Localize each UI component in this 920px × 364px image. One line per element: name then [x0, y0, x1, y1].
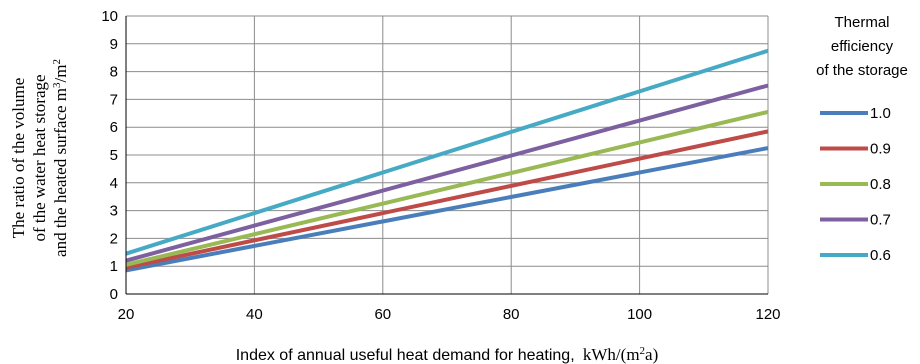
- y-tick-label: 2: [110, 230, 118, 247]
- legend-title-line3: of the storage: [816, 62, 908, 79]
- y-axis-label-line1: The ratio of the volume: [9, 78, 28, 239]
- legend-label-0.9: 0.9: [870, 141, 891, 158]
- y-tick-label: 10: [101, 8, 118, 25]
- y-tick-label: 7: [110, 91, 118, 108]
- legend-title-line1: Thermal: [834, 14, 889, 31]
- x-tick-label: 60: [374, 306, 391, 323]
- x-tick-label: 120: [755, 306, 780, 323]
- y-axis-label-line2: of the water heat storage: [30, 74, 49, 241]
- axes: [125, 16, 768, 295]
- series-line-0.6: [125, 48, 769, 256]
- y-tick-label: 1: [110, 258, 118, 275]
- legend-label-0.7: 0.7: [870, 212, 891, 229]
- x-tick-label: 20: [118, 306, 135, 323]
- y-axis-label-line3: and the heated surface m3/m2: [51, 59, 70, 257]
- y-tick-label: 5: [110, 147, 118, 164]
- y-tick-label: 9: [110, 36, 118, 53]
- x-tick-label: 80: [503, 306, 520, 323]
- x-tick-labels: 20 40 60 80 100 120: [118, 306, 781, 323]
- series-line-1.0: [125, 146, 769, 273]
- legend-label-1.0: 1.0: [870, 105, 891, 122]
- y-axis-label: The ratio of the volume of the water hea…: [9, 59, 70, 257]
- y-tick-labels: 0 1 2 3 4 5 6 7 8 9 10: [101, 8, 118, 303]
- y-tick-label: 8: [110, 64, 118, 81]
- legend-label-0.6: 0.6: [870, 247, 891, 264]
- y-tick-label: 0: [110, 286, 118, 303]
- series-line-0.8: [125, 109, 769, 267]
- legend-label-0.8: 0.8: [870, 176, 891, 193]
- y-tick-label: 3: [110, 203, 118, 220]
- x-axis-label: Index of annual useful heat demand for h…: [236, 345, 659, 364]
- series-lines: [125, 48, 769, 273]
- series-line-0.9: [125, 129, 769, 270]
- x-tick-label: 40: [246, 306, 263, 323]
- x-tick-label: 100: [627, 306, 652, 323]
- legend-title-line2: efficiency: [831, 38, 894, 55]
- legend: Thermal efficiency of the storage 1.0 0.9…: [816, 14, 908, 264]
- y-tick-label: 4: [110, 175, 118, 192]
- series-line-0.7: [125, 83, 769, 263]
- y-tick-label: 6: [110, 119, 118, 136]
